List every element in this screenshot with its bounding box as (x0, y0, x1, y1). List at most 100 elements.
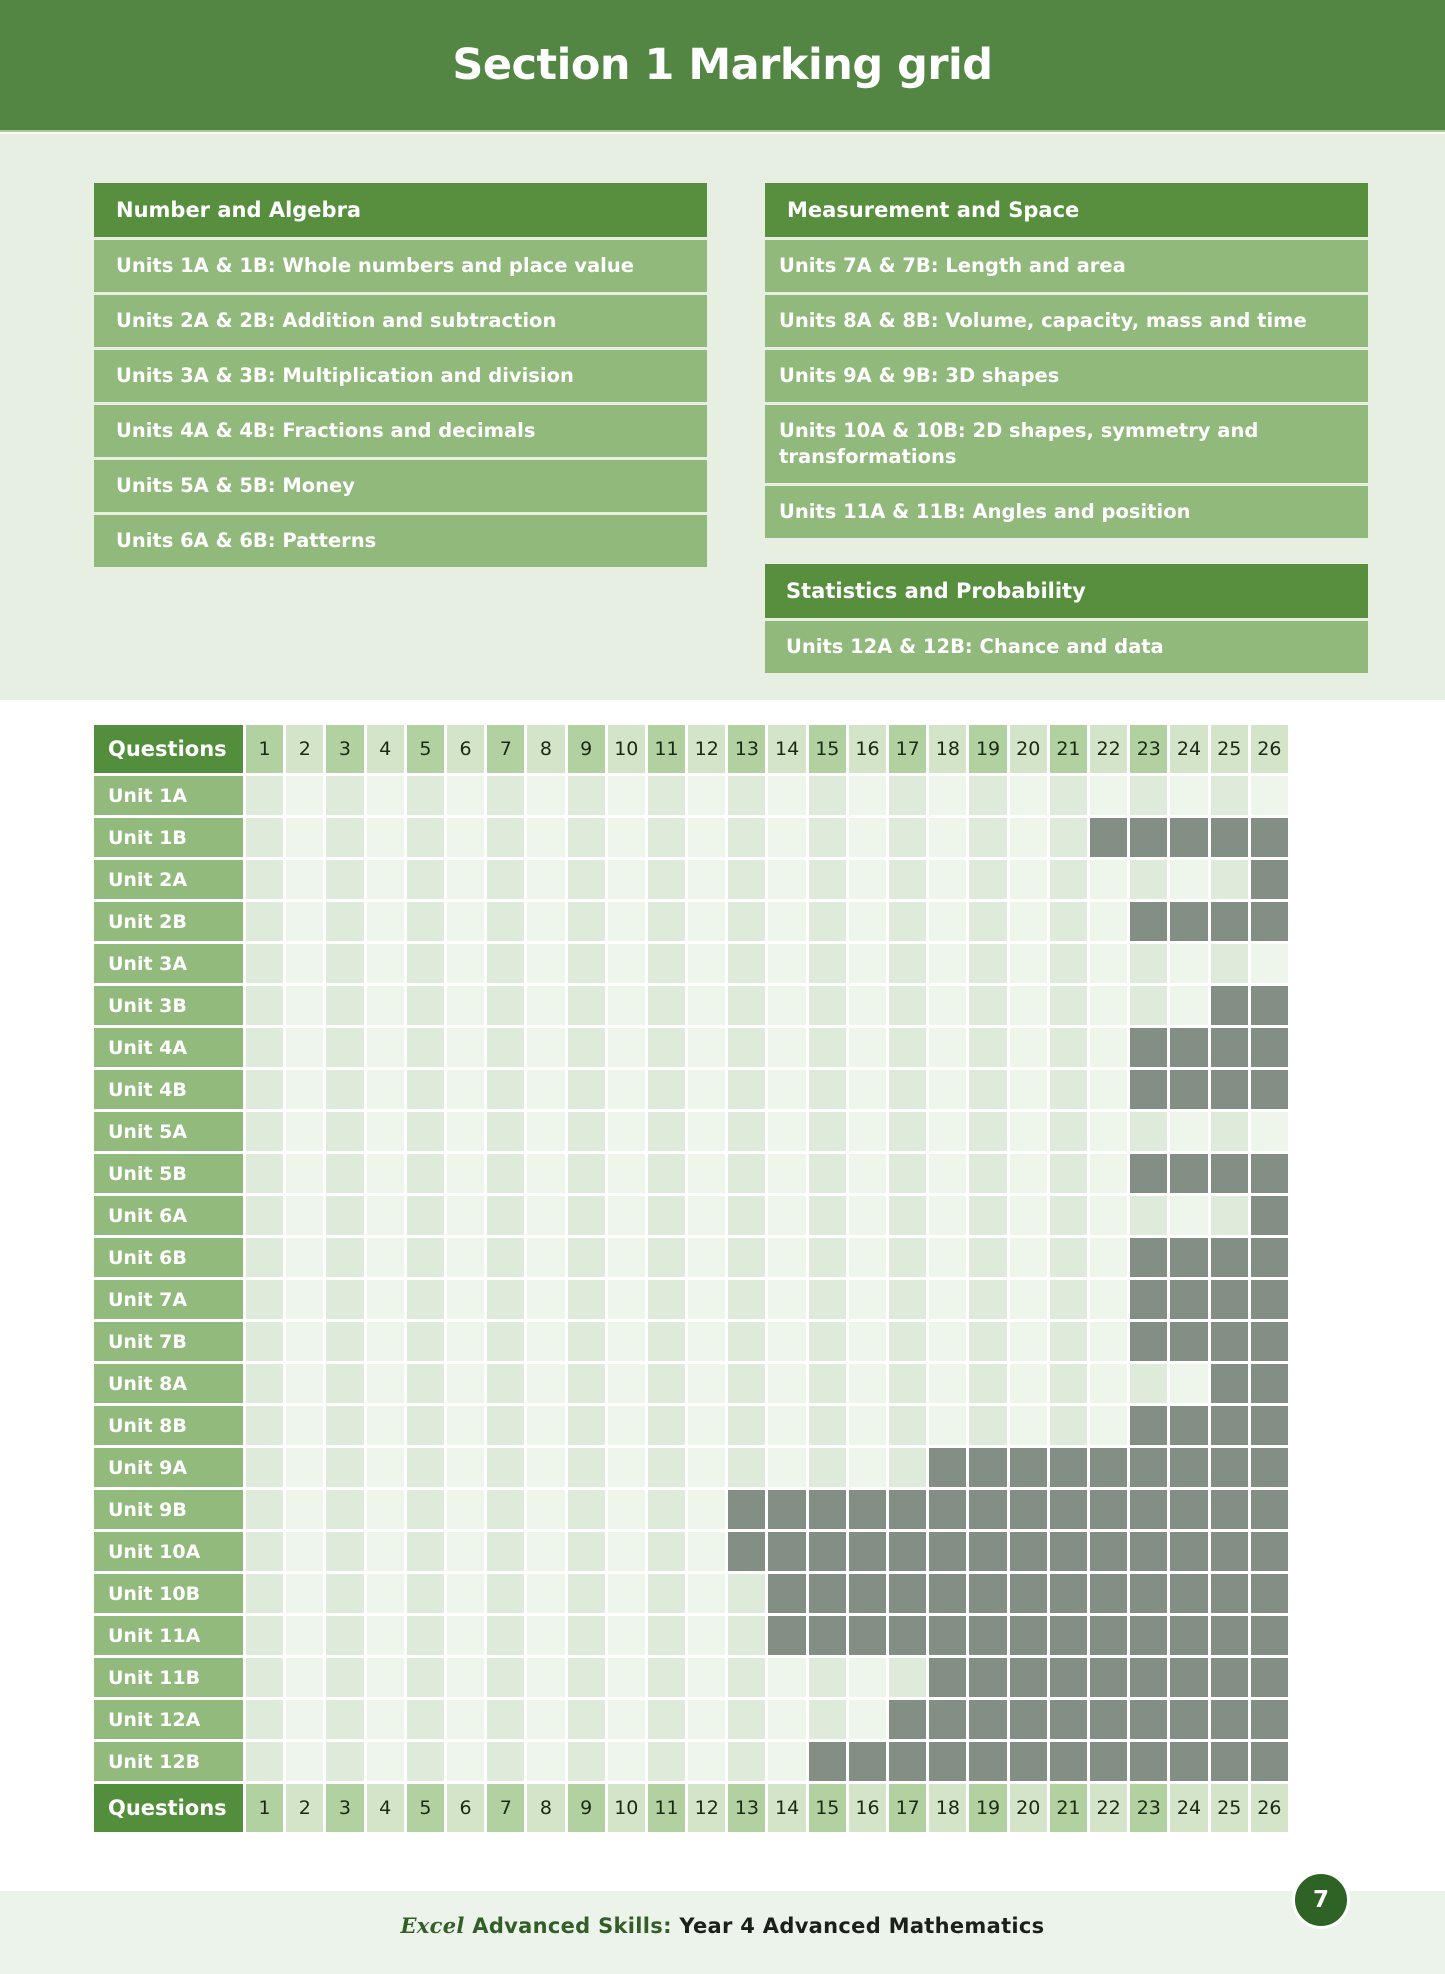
grid-cell[interactable] (768, 1154, 806, 1193)
grid-cell[interactable] (929, 1112, 967, 1151)
grid-cell[interactable] (1090, 1112, 1128, 1151)
grid-cell[interactable] (889, 1280, 927, 1319)
grid-cell[interactable] (527, 776, 565, 815)
grid-cell[interactable] (527, 1658, 565, 1697)
grid-cell[interactable] (487, 818, 525, 857)
grid-cell[interactable] (366, 1448, 404, 1487)
grid-cell[interactable] (808, 1154, 846, 1193)
grid-cell[interactable] (688, 944, 726, 983)
grid-cell[interactable] (406, 1448, 444, 1487)
grid-cell[interactable] (808, 1448, 846, 1487)
grid-cell[interactable] (768, 1196, 806, 1235)
grid-cell[interactable] (527, 1322, 565, 1361)
grid-cell[interactable] (969, 1364, 1007, 1403)
grid-cell[interactable] (446, 1154, 485, 1193)
grid-cell[interactable] (1009, 860, 1047, 899)
grid-cell[interactable] (929, 1364, 967, 1403)
grid-cell[interactable] (286, 1406, 324, 1445)
grid-cell[interactable] (1090, 1280, 1128, 1319)
grid-cell[interactable] (326, 1658, 364, 1697)
grid-cell[interactable] (527, 1532, 565, 1571)
grid-cell[interactable] (406, 1532, 444, 1571)
grid-cell[interactable] (1049, 1154, 1088, 1193)
grid-cell[interactable] (848, 1070, 887, 1109)
grid-cell[interactable] (366, 944, 404, 983)
grid-cell[interactable] (969, 1154, 1007, 1193)
grid-cell[interactable] (487, 944, 525, 983)
grid-cell[interactable] (326, 1448, 364, 1487)
grid-cell[interactable] (527, 1616, 565, 1655)
grid-cell[interactable] (446, 1574, 485, 1613)
grid-cell[interactable] (567, 1658, 605, 1697)
grid-cell[interactable] (929, 1154, 967, 1193)
grid-cell[interactable] (1090, 1406, 1128, 1445)
grid-cell[interactable] (688, 902, 726, 941)
grid-cell[interactable] (286, 1196, 324, 1235)
grid-cell[interactable] (929, 944, 967, 983)
grid-cell[interactable] (1009, 776, 1047, 815)
grid-cell[interactable] (406, 1658, 444, 1697)
grid-cell[interactable] (728, 818, 766, 857)
grid-cell[interactable] (366, 1406, 404, 1445)
grid-cell[interactable] (728, 1154, 766, 1193)
grid-cell[interactable] (446, 776, 485, 815)
grid-cell[interactable] (969, 1406, 1007, 1445)
grid-cell[interactable] (487, 1280, 525, 1319)
grid-cell[interactable] (487, 860, 525, 899)
grid-cell[interactable] (1090, 986, 1128, 1025)
grid-cell[interactable] (246, 1658, 284, 1697)
grid-cell[interactable] (848, 1700, 887, 1739)
grid-cell[interactable] (286, 1028, 324, 1067)
grid-cell[interactable] (286, 1112, 324, 1151)
grid-cell[interactable] (969, 902, 1007, 941)
grid-cell[interactable] (848, 1406, 887, 1445)
grid-cell[interactable] (688, 1700, 726, 1739)
grid-cell[interactable] (808, 1364, 846, 1403)
grid-cell[interactable] (286, 1154, 324, 1193)
grid-cell[interactable] (487, 1574, 525, 1613)
grid-cell[interactable] (848, 1322, 887, 1361)
grid-cell[interactable] (366, 1280, 404, 1319)
grid-cell[interactable] (366, 818, 404, 857)
grid-cell[interactable] (1250, 776, 1288, 815)
grid-cell[interactable] (607, 1532, 645, 1571)
grid-cell[interactable] (848, 1028, 887, 1067)
grid-cell[interactable] (286, 1574, 324, 1613)
grid-cell[interactable] (728, 902, 766, 941)
grid-cell[interactable] (728, 860, 766, 899)
grid-cell[interactable] (848, 986, 887, 1025)
grid-cell[interactable] (969, 944, 1007, 983)
grid-cell[interactable] (889, 818, 927, 857)
grid-cell[interactable] (969, 776, 1007, 815)
grid-cell[interactable] (527, 1700, 565, 1739)
grid-cell[interactable] (1049, 986, 1088, 1025)
grid-cell[interactable] (688, 1028, 726, 1067)
grid-cell[interactable] (1170, 1112, 1208, 1151)
grid-cell[interactable] (768, 1028, 806, 1067)
grid-cell[interactable] (969, 1070, 1007, 1109)
grid-cell[interactable] (688, 818, 726, 857)
grid-cell[interactable] (848, 818, 887, 857)
grid-cell[interactable] (487, 1028, 525, 1067)
grid-cell[interactable] (366, 1028, 404, 1067)
grid-cell[interactable] (889, 1028, 927, 1067)
grid-cell[interactable] (366, 1070, 404, 1109)
grid-cell[interactable] (688, 1532, 726, 1571)
grid-cell[interactable] (446, 1196, 485, 1235)
grid-cell[interactable] (326, 818, 364, 857)
grid-cell[interactable] (246, 1364, 284, 1403)
grid-cell[interactable] (848, 1364, 887, 1403)
grid-cell[interactable] (647, 1616, 686, 1655)
grid-cell[interactable] (567, 1532, 605, 1571)
grid-cell[interactable] (406, 986, 444, 1025)
grid-cell[interactable] (607, 1322, 645, 1361)
grid-cell[interactable] (446, 1658, 485, 1697)
grid-cell[interactable] (366, 1616, 404, 1655)
grid-cell[interactable] (326, 1322, 364, 1361)
grid-cell[interactable] (527, 1574, 565, 1613)
grid-cell[interactable] (889, 1658, 927, 1697)
grid-cell[interactable] (768, 1322, 806, 1361)
grid-cell[interactable] (969, 1112, 1007, 1151)
grid-cell[interactable] (728, 944, 766, 983)
grid-cell[interactable] (647, 1112, 686, 1151)
